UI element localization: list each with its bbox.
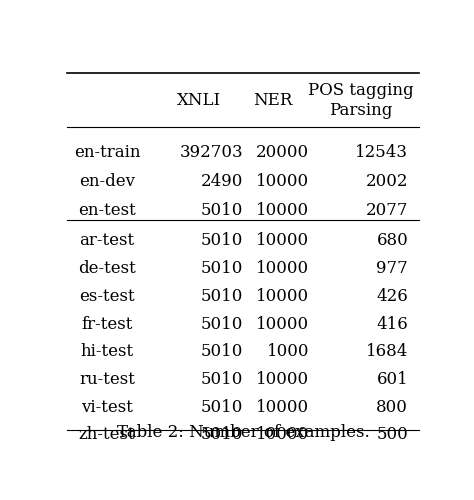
Text: 800: 800: [376, 399, 408, 416]
Text: 10000: 10000: [256, 260, 309, 277]
Text: 1684: 1684: [366, 344, 408, 360]
Text: 12543: 12543: [355, 144, 408, 161]
Text: ar-test: ar-test: [80, 232, 135, 250]
Text: en-dev: en-dev: [79, 173, 135, 190]
Text: 601: 601: [376, 371, 408, 388]
Text: 2002: 2002: [366, 173, 408, 190]
Text: hi-test: hi-test: [81, 344, 134, 360]
Text: 10000: 10000: [256, 426, 309, 444]
Text: 392703: 392703: [179, 144, 243, 161]
Text: 5010: 5010: [201, 399, 243, 416]
Text: NER: NER: [253, 92, 292, 109]
Text: 10000: 10000: [256, 371, 309, 388]
Text: es-test: es-test: [79, 288, 135, 305]
Text: ru-test: ru-test: [79, 371, 135, 388]
Text: 977: 977: [376, 260, 408, 277]
Text: 10000: 10000: [256, 232, 309, 250]
Text: 5010: 5010: [201, 260, 243, 277]
Text: vi-test: vi-test: [81, 399, 133, 416]
Text: 20000: 20000: [256, 144, 309, 161]
Text: 500: 500: [376, 426, 408, 444]
Text: XNLI: XNLI: [177, 92, 221, 109]
Text: fr-test: fr-test: [82, 316, 133, 332]
Text: 5010: 5010: [201, 202, 243, 218]
Text: 10000: 10000: [256, 202, 309, 218]
Text: 426: 426: [376, 288, 408, 305]
Text: 5010: 5010: [201, 371, 243, 388]
Text: POS tagging
Parsing: POS tagging Parsing: [308, 82, 413, 118]
Text: 5010: 5010: [201, 344, 243, 360]
Text: de-test: de-test: [78, 260, 136, 277]
Text: 1000: 1000: [266, 344, 309, 360]
Text: 5010: 5010: [201, 316, 243, 332]
Text: 2077: 2077: [366, 202, 408, 218]
Text: 10000: 10000: [256, 173, 309, 190]
Text: en-train: en-train: [74, 144, 140, 161]
Text: 5010: 5010: [201, 232, 243, 250]
Text: 2490: 2490: [201, 173, 243, 190]
Text: Table 2: Number of examples.: Table 2: Number of examples.: [117, 424, 369, 441]
Text: zh-test: zh-test: [79, 426, 135, 444]
Text: 5010: 5010: [201, 288, 243, 305]
Text: en-test: en-test: [78, 202, 136, 218]
Text: 10000: 10000: [256, 288, 309, 305]
Text: 5010: 5010: [201, 426, 243, 444]
Text: 680: 680: [376, 232, 408, 250]
Text: 10000: 10000: [256, 316, 309, 332]
Text: 10000: 10000: [256, 399, 309, 416]
Text: 416: 416: [376, 316, 408, 332]
